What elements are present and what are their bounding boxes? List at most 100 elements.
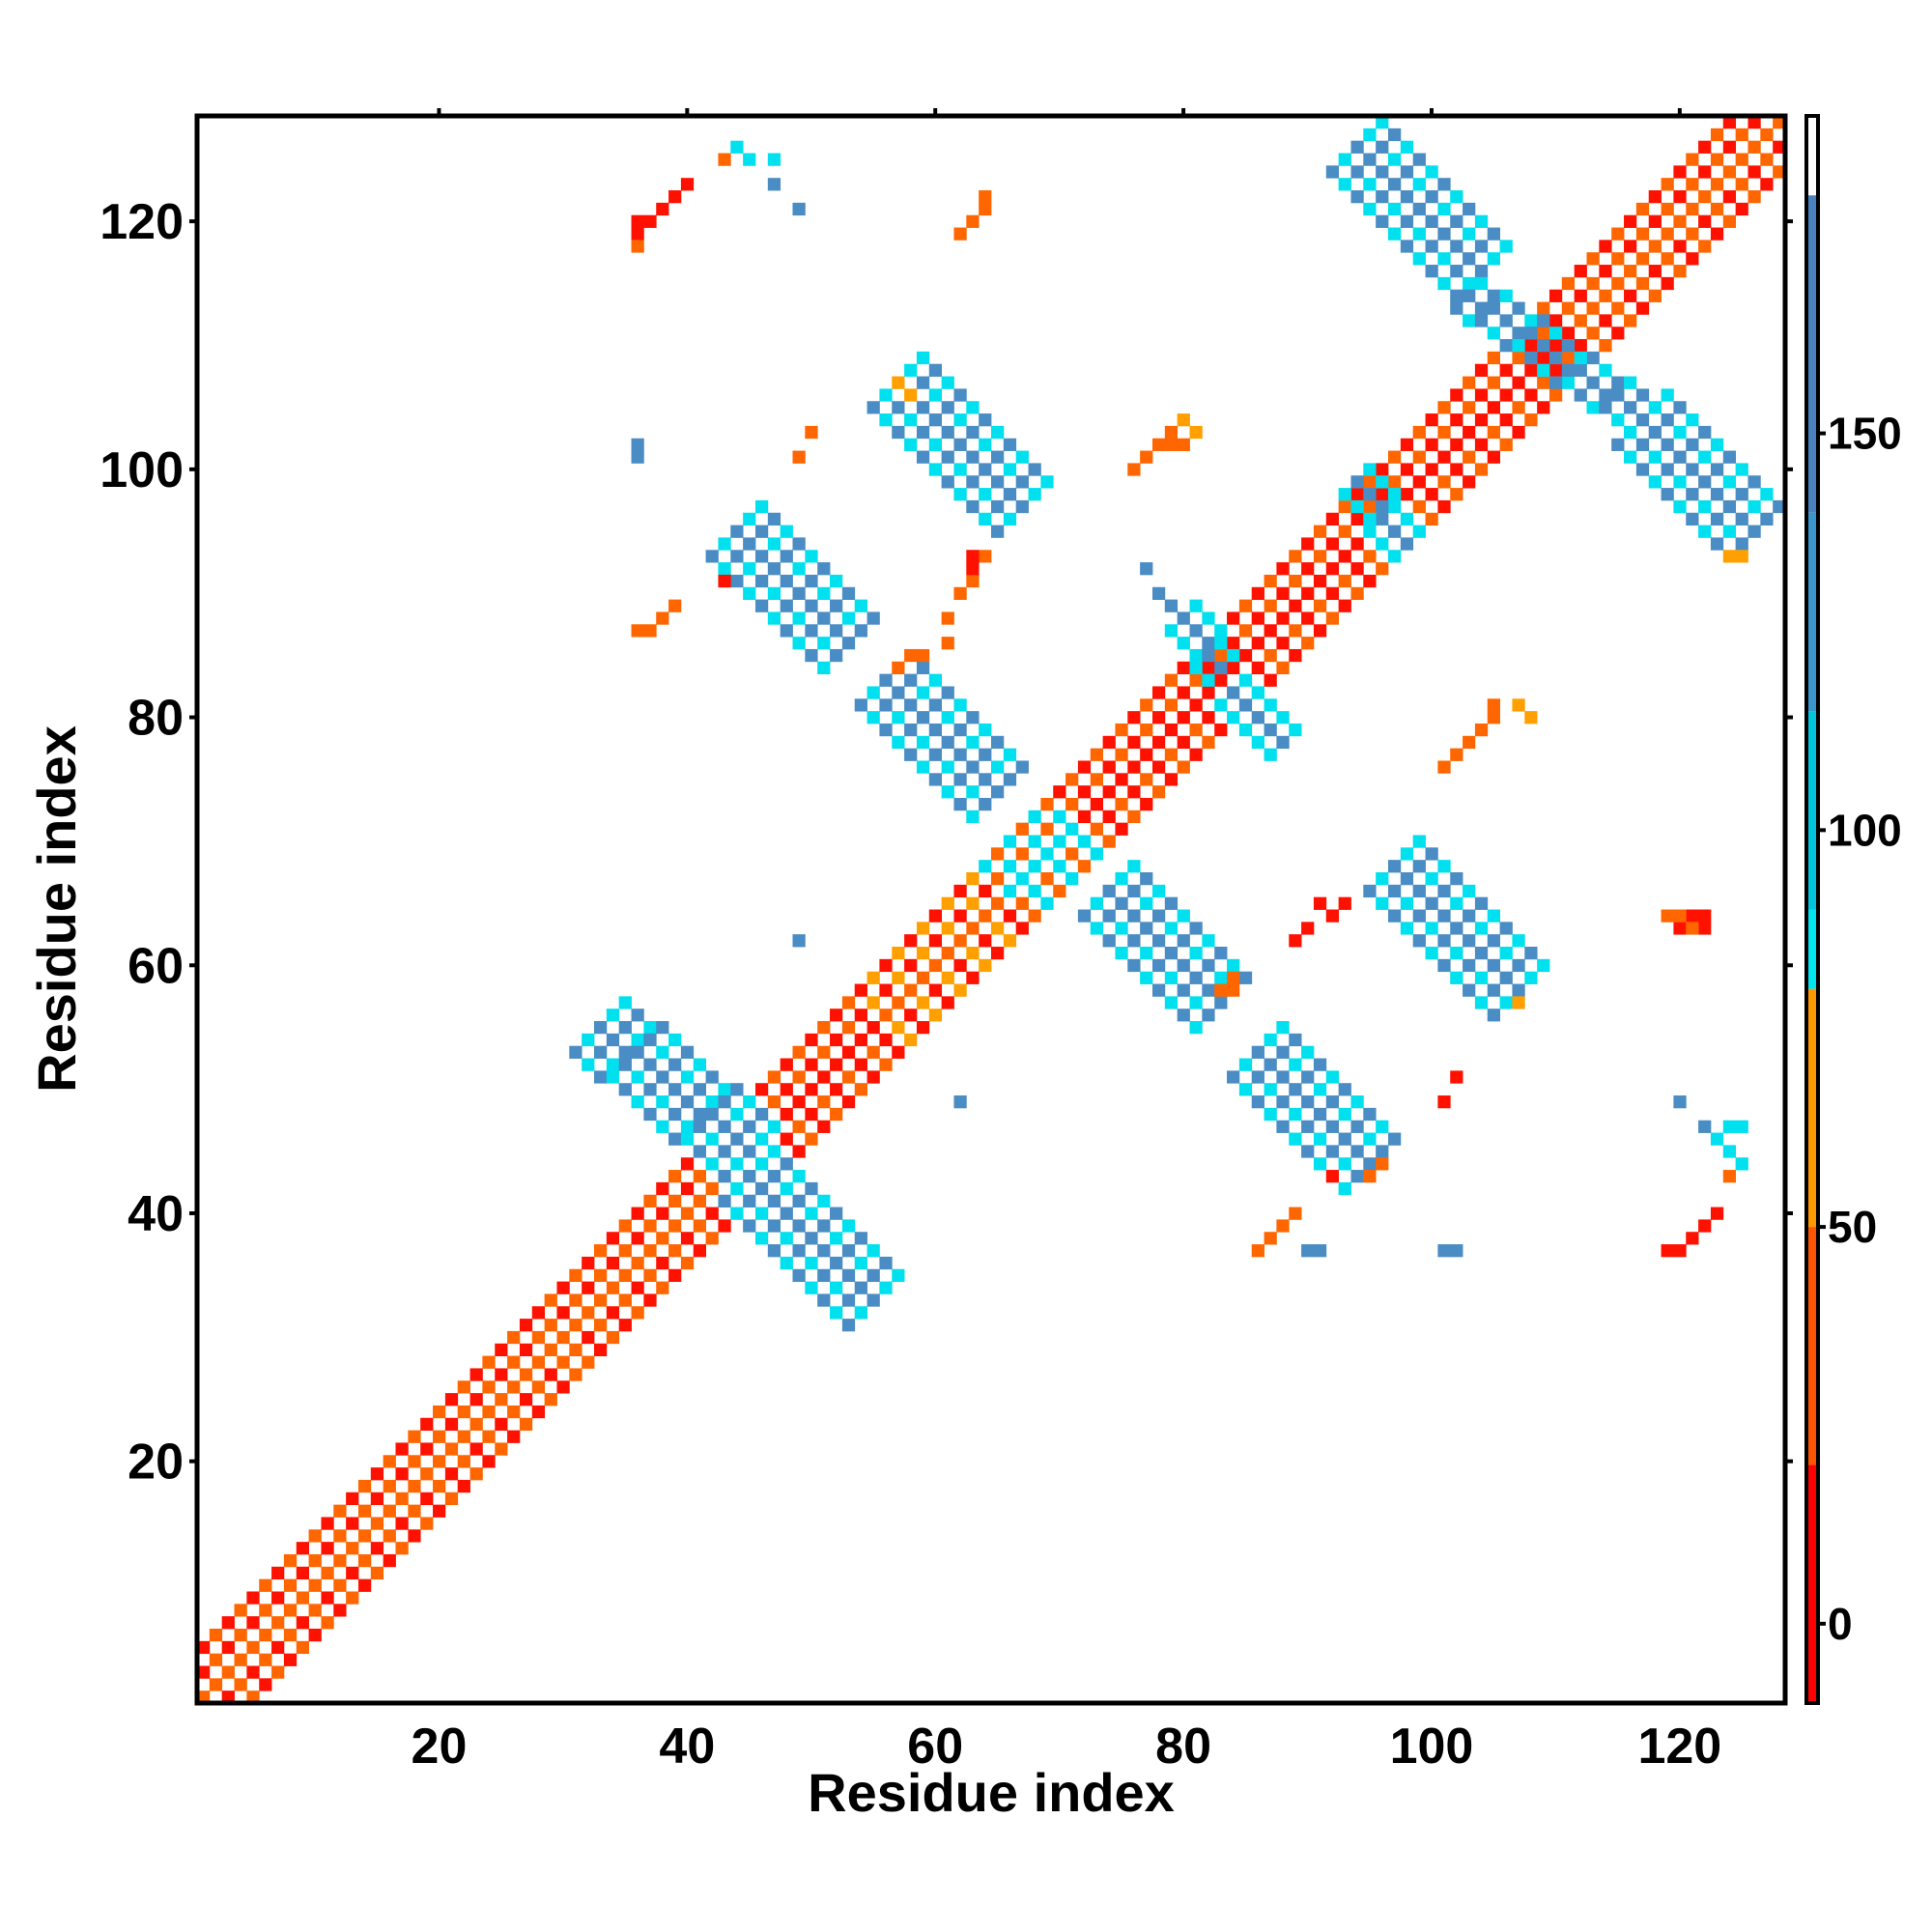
heatmap-cell: [296, 1591, 309, 1605]
heatmap-cell: [1450, 240, 1463, 253]
heatmap-cell: [1698, 140, 1712, 154]
heatmap-cell: [395, 1542, 409, 1555]
heatmap-cell: [1189, 425, 1203, 440]
heatmap-cell: [1202, 686, 1215, 699]
heatmap-cell: [444, 1442, 459, 1456]
heatmap-cell: [631, 1095, 644, 1109]
heatmap-cell: [941, 735, 954, 750]
heatmap-cell: [668, 1244, 682, 1258]
heatmap-cell: [1686, 438, 1699, 451]
heatmap-cell: [1463, 252, 1476, 266]
heatmap-cell: [668, 1083, 682, 1096]
heatmap-cell: [296, 1616, 309, 1630]
heatmap-cell: [643, 1293, 657, 1307]
heatmap-cell: [1624, 240, 1637, 253]
heatmap-cell: [1214, 723, 1228, 737]
heatmap-cell: [830, 1232, 843, 1245]
heatmap-cell: [1151, 958, 1166, 973]
heatmap-cell: [1487, 252, 1500, 266]
heatmap-cell: [544, 1319, 557, 1332]
heatmap-cell: [979, 202, 992, 216]
heatmap-cell: [1450, 289, 1463, 302]
heatmap-cell: [867, 1045, 880, 1059]
heatmap-cell: [1611, 438, 1625, 451]
heatmap-cell: [544, 1368, 557, 1381]
heatmap-cell: [1425, 240, 1438, 253]
heatmap-cell: [991, 525, 1005, 538]
heatmap-cell: [966, 425, 980, 440]
heatmap-cell: [1710, 128, 1724, 142]
heatmap-cell: [433, 1405, 446, 1419]
heatmap-cell: [1474, 276, 1489, 291]
heatmap-cell: [743, 1145, 756, 1158]
heatmap-cell: [1276, 661, 1290, 675]
heatmap-cell: [507, 1330, 521, 1345]
heatmap-cell: [1140, 562, 1153, 576]
heatmap-cell: [867, 686, 880, 699]
heatmap-cell: [1189, 971, 1203, 984]
heatmap-cell: [1164, 698, 1179, 712]
heatmap-cell: [594, 1045, 608, 1059]
heatmap-cell: [197, 1640, 211, 1655]
heatmap-cell: [1376, 499, 1389, 514]
heatmap-cell: [941, 947, 954, 960]
heatmap-cell: [1648, 214, 1662, 228]
heatmap-cell: [892, 971, 905, 984]
heatmap-cell: [1400, 240, 1414, 253]
heatmap-cell: [246, 1665, 260, 1679]
heatmap-cell: [1425, 438, 1438, 451]
heatmap-cell: [1450, 413, 1463, 427]
heatmap-cell: [1561, 376, 1576, 389]
heatmap-cell: [618, 1319, 632, 1332]
heatmap-cell: [1710, 227, 1724, 241]
colorbar-band: [1806, 116, 1818, 196]
heatmap-cell: [1624, 214, 1637, 228]
heatmap-cell: [966, 475, 980, 489]
heatmap-cell: [1537, 314, 1550, 327]
heatmap-cell: [395, 1442, 409, 1456]
heatmap-cell: [767, 1244, 781, 1258]
heatmap-cell: [246, 1690, 260, 1704]
heatmap-cell: [966, 450, 980, 464]
heatmap-cell: [457, 1430, 470, 1443]
heatmap-cell: [879, 673, 893, 687]
heatmap-cell: [1487, 450, 1500, 464]
heatmap-cell: [395, 1492, 409, 1506]
heatmap-cell: [1661, 178, 1674, 191]
heatmap-cell: [1474, 301, 1489, 315]
heatmap-cell: [879, 413, 893, 427]
heatmap-cell: [1376, 562, 1389, 576]
heatmap-cell: [1338, 1107, 1351, 1122]
heatmap-cell: [1127, 909, 1141, 923]
heatmap-cell: [904, 648, 918, 663]
heatmap-cell: [1214, 673, 1228, 687]
heatmap-cell: [805, 1058, 818, 1071]
heatmap-cell: [1425, 488, 1438, 501]
heatmap-cell: [1028, 463, 1041, 476]
heatmap-cell: [1474, 971, 1489, 984]
heatmap-cell: [1189, 648, 1203, 663]
heatmap-cell: [1177, 909, 1190, 923]
heatmap-cell: [1189, 673, 1203, 687]
heatmap-cell: [1735, 178, 1748, 191]
heatmap-cell: [1388, 128, 1402, 142]
heatmap-cell: [1686, 512, 1699, 526]
heatmap-cell: [1537, 363, 1550, 377]
heatmap-cell: [941, 971, 954, 984]
heatmap-cell: [941, 376, 954, 389]
heatmap-cell: [1363, 1107, 1377, 1122]
heatmap-cell: [1437, 934, 1451, 948]
heatmap-cell: [1289, 1083, 1302, 1096]
heatmap-cell: [1127, 860, 1141, 873]
heatmap-cell: [1102, 785, 1116, 799]
heatmap-cell: [346, 1517, 359, 1530]
heatmap-cell: [805, 1083, 818, 1096]
heatmap-cell: [841, 1244, 856, 1258]
heatmap-cell: [1376, 871, 1389, 886]
heatmap-cell: [928, 698, 943, 712]
heatmap-cell: [1722, 116, 1737, 129]
heatmap-cell: [1661, 463, 1674, 476]
heatmap-cell: [569, 1293, 582, 1307]
heatmap-cell: [1127, 760, 1141, 774]
heatmap-cell: [718, 1095, 731, 1109]
